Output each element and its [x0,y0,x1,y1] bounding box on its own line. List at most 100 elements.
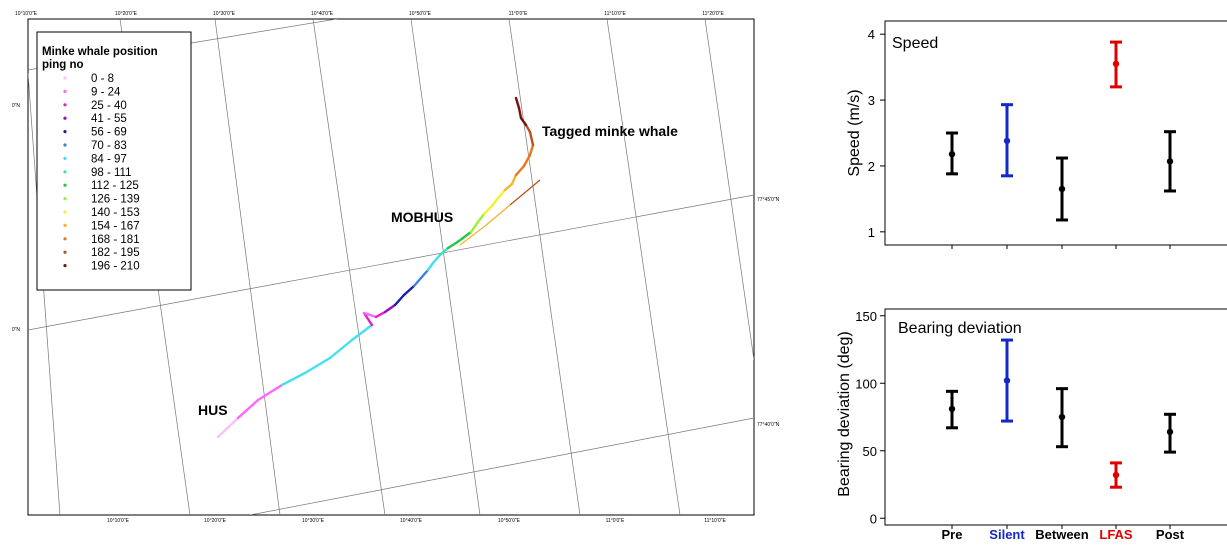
graticule-line [249,417,754,515]
bearing-plot-frame [884,308,1227,526]
legend-swatch [63,130,67,134]
mean-point [1003,377,1011,384]
category-label: LFAS [1099,527,1133,540]
map-top-label: 11°10'0"E [604,11,626,17]
legend-swatch [63,116,67,120]
map-top-label: 10°50'0"E [409,11,432,17]
track-segment [454,236,465,245]
y-tick-label: 50 [863,444,877,459]
speed-panel-title: Speed [892,35,938,52]
track-segment [393,293,406,307]
y-tick-label: 0 [870,511,877,526]
y-tick-label: 2 [868,159,875,174]
category-labels: Pre Silent Between LFAS Post [942,527,1185,542]
speed-plot-frame [884,20,1227,246]
error-bar [946,389,958,430]
mean-point [1166,428,1174,436]
error-bar [1001,103,1013,178]
y-tick-label: 100 [855,376,877,391]
legend-swatch [63,197,67,201]
track-segment [280,371,307,387]
speed-panel: Speed Speed (m/s) 1 2 3 4 [846,20,1227,249]
legend-label: 154 - 167 [91,220,140,232]
hus-label: HUS [198,402,228,418]
map-bottom-label: 10°40'0"E [400,518,423,524]
mean-point [1058,413,1066,421]
tagged-whale-label: Tagged minke whale [542,123,678,139]
legend-label: 0 - 8 [91,73,114,85]
error-bar [1164,130,1176,193]
legend-swatch [63,210,67,214]
track-segment [482,204,494,216]
track-segment [522,153,532,168]
graticule-line [704,19,754,361]
category-label: Post [1156,527,1185,540]
graticule-line [28,194,754,331]
track-segment [469,220,480,234]
map-top-label: 11°20'0"E [702,11,724,17]
track-segment [509,179,541,206]
mean-point [1112,471,1120,479]
map-top-label: 11°0'0"E [509,11,528,17]
mean-point [1003,137,1011,145]
track-segment [412,276,423,288]
legend-swatch [63,156,67,160]
legend-label: 70 - 83 [91,140,127,152]
legend-title: Minke whale position [42,46,158,58]
legend-subtitle: ping no [42,59,84,71]
category-label: Between [1035,527,1089,540]
track-segment [528,130,535,147]
map-left-label: 0"N [12,103,21,109]
track-segment [459,225,486,246]
graticule-line [28,72,61,515]
legend-label: 168 - 181 [91,234,140,246]
error-bar [946,131,958,176]
map-left-label: 0"N [12,327,21,333]
legend-swatch [63,183,67,187]
legend-label: 196 - 210 [91,261,140,273]
graticule-line [606,19,681,515]
track-segment [510,173,518,186]
legend-swatch [63,89,67,93]
track-segment [236,398,260,420]
y-tick-label: 150 [855,309,877,324]
track-segment [362,311,374,327]
map-tick-labels: 10°10'0"E 10°20'0"E 10°30'0"E 10°40'0"E … [12,11,780,524]
track-segment [514,96,521,110]
error-bar [1001,338,1013,423]
legend-swatch [63,237,67,241]
track-segment [303,356,332,375]
error-bar [1164,412,1176,454]
legend-label: 41 - 55 [91,113,127,125]
error-bar [1110,40,1122,89]
mean-point [1166,158,1174,165]
graticule-line [214,19,281,515]
bearing-marks: 0 50 100 150 [855,309,1176,529]
mean-point [1058,185,1066,193]
legend-label: 126 - 139 [91,194,140,206]
y-tick-label: 1 [868,225,875,240]
track-segment [528,143,535,157]
error-bar [1110,461,1122,489]
track-segment [524,123,532,134]
bearing-panel-title: Bearing deviation [898,320,1022,337]
legend-label: 140 - 153 [91,207,140,219]
track-segment [438,246,450,257]
track-segment [490,196,500,208]
track-segment [503,182,514,192]
mean-point [1112,60,1120,68]
track-segment [476,212,486,224]
track-segment [350,323,374,342]
whale-track [216,96,541,439]
track-segment [461,230,473,240]
legend-label: 56 - 69 [91,127,127,139]
map-right-label: 77°45'0"N [757,197,780,203]
map-bottom-label: 10°10'0"E [107,518,130,524]
y-tick-label: 3 [868,93,875,108]
map-bottom-label: 10°50'0"E [498,518,521,524]
legend-swatch [63,103,67,107]
legend-label: 9 - 24 [91,86,121,98]
category-label: Pre [942,527,963,540]
